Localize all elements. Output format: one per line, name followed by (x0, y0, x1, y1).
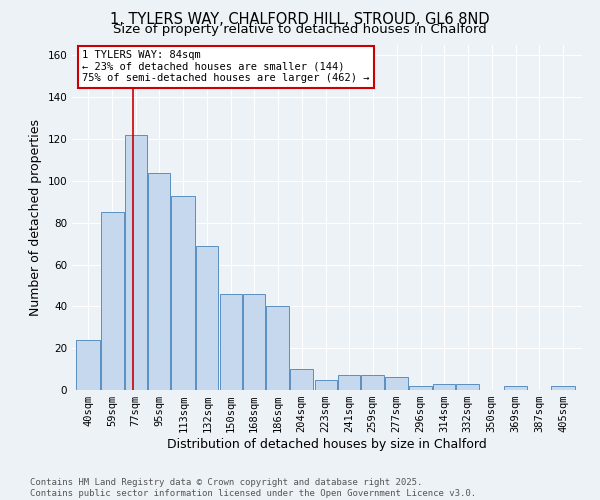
Bar (101, 212, 124, 390)
X-axis label: Distribution of detached houses by size in Chalford: Distribution of detached houses by size … (167, 438, 487, 451)
Bar (505, 386, 527, 390)
Bar (220, 294, 242, 390)
Bar (243, 294, 265, 390)
Bar (551, 386, 575, 390)
Bar (409, 386, 432, 390)
Bar (76, 340, 100, 390)
Bar (314, 380, 337, 390)
Bar (290, 369, 313, 390)
Bar (266, 306, 289, 390)
Bar (196, 246, 218, 390)
Bar (148, 172, 170, 390)
Bar (172, 196, 195, 390)
Text: Size of property relative to detached houses in Chalford: Size of property relative to detached ho… (113, 22, 487, 36)
Bar (361, 376, 384, 390)
Bar (125, 135, 147, 390)
Bar (457, 384, 479, 390)
Bar (338, 376, 361, 390)
Bar (385, 378, 409, 390)
Text: Contains HM Land Registry data © Crown copyright and database right 2025.
Contai: Contains HM Land Registry data © Crown c… (30, 478, 476, 498)
Text: 1, TYLERS WAY, CHALFORD HILL, STROUD, GL6 8ND: 1, TYLERS WAY, CHALFORD HILL, STROUD, GL… (110, 12, 490, 28)
Text: 1 TYLERS WAY: 84sqm
← 23% of detached houses are smaller (144)
75% of semi-detac: 1 TYLERS WAY: 84sqm ← 23% of detached ho… (82, 50, 370, 84)
Bar (433, 384, 455, 390)
Y-axis label: Number of detached properties: Number of detached properties (29, 119, 42, 316)
